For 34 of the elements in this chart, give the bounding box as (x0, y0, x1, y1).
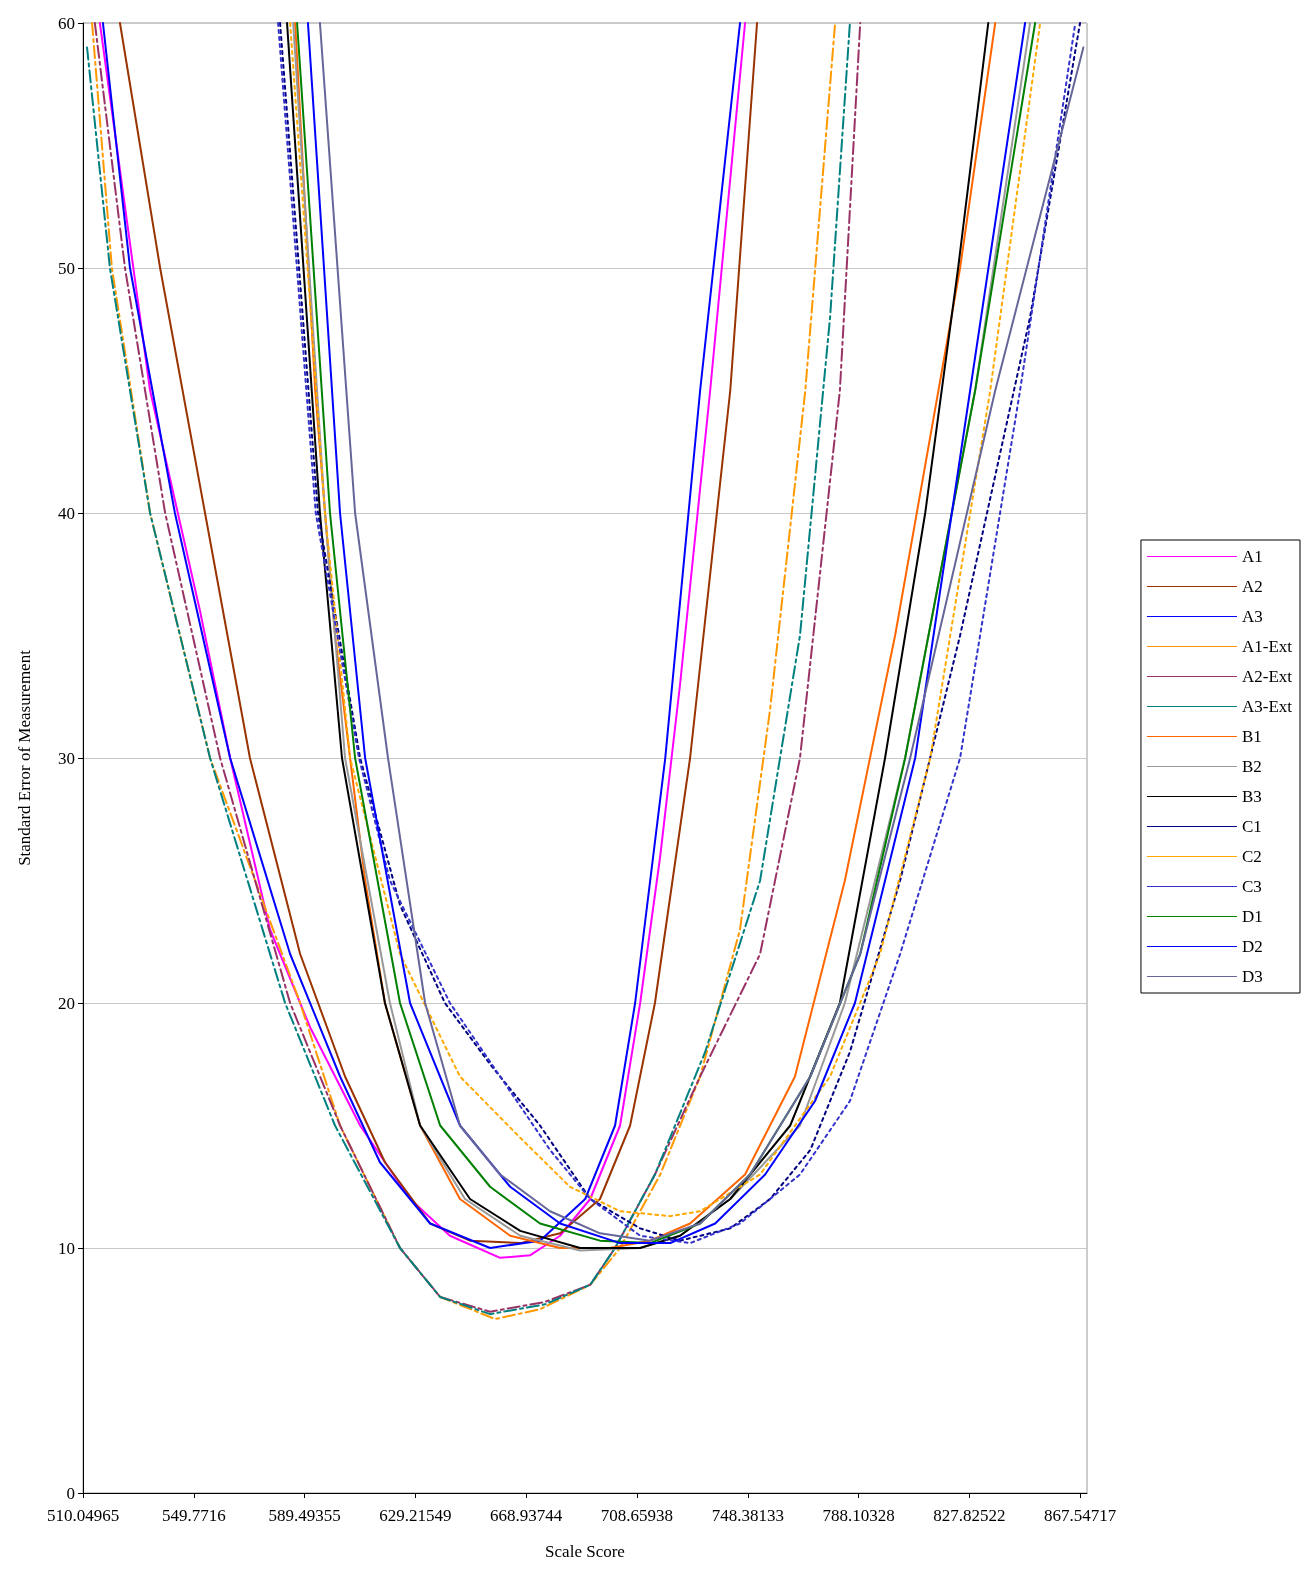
text: B1 (1241, 727, 1262, 746)
text: A3-Ext (1241, 697, 1293, 716)
x-tick-label: 589.49355 (268, 1506, 341, 1525)
x-tick-label: 748.38133 (711, 1506, 784, 1525)
x-tick-label: 867.54717 (1044, 1506, 1117, 1525)
text: D3 (1241, 967, 1263, 986)
x-tick-label: 668.93744 (490, 1506, 563, 1525)
x-tick-label: 629.21549 (379, 1506, 452, 1525)
text: D1 (1241, 907, 1263, 926)
x-tick-label: 549.7716 (161, 1506, 226, 1525)
text: B2 (1241, 757, 1262, 776)
text: B3 (1241, 787, 1262, 806)
y-tick-label: 10 (58, 1238, 75, 1258)
text: A1 (1241, 547, 1263, 566)
text: A2 (1241, 577, 1263, 596)
y-axis-title: Standard Error of Measurement (15, 649, 34, 866)
y-tick-label: 40 (58, 503, 75, 523)
y-tick-label: 50 (58, 258, 75, 278)
y-tick-label: 60 (58, 13, 75, 33)
x-tick-label: 788.10328 (822, 1506, 895, 1525)
y-tick-label: 20 (58, 993, 75, 1013)
text: A3 (1241, 607, 1263, 626)
y-tick-label: 0 (66, 1483, 75, 1503)
x-axis-title: Scale Score (545, 1542, 625, 1561)
x-tick-label: 827.82522 (933, 1506, 1006, 1525)
y-tick-label: 30 (58, 748, 75, 768)
text: C2 (1241, 847, 1262, 866)
text: D2 (1241, 937, 1263, 956)
x-tick-label: 708.65938 (600, 1506, 674, 1525)
text: C3 (1241, 877, 1262, 896)
text: A2-Ext (1241, 667, 1293, 686)
text: C1 (1241, 817, 1262, 836)
text: A1-Ext (1241, 637, 1293, 656)
x-tick-label: 510.04965 (46, 1506, 120, 1525)
